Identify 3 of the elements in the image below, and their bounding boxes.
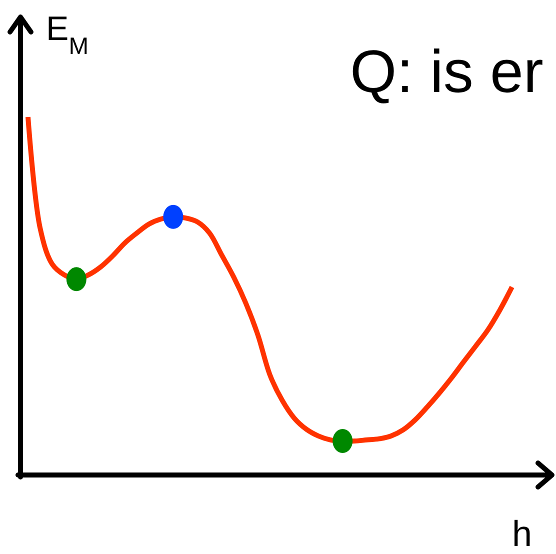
x-axis-title: h bbox=[512, 513, 532, 554]
y-axis-title: E$_{M}$ bbox=[46, 10, 89, 60]
text: Q: is er bbox=[350, 38, 544, 105]
